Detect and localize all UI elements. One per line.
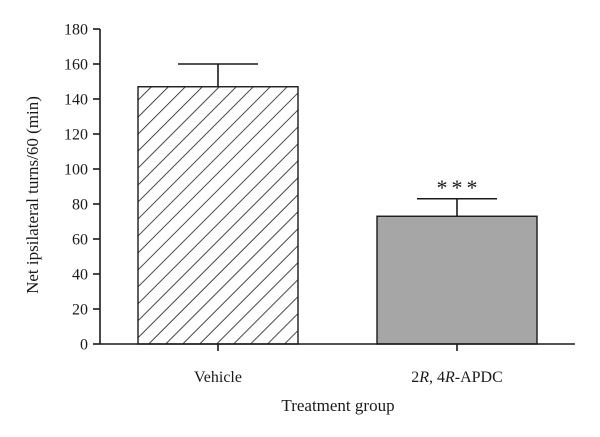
y-tick-label: 100 xyxy=(64,162,88,179)
y-tick-label: 80 xyxy=(72,197,88,214)
plot-area: *** 0 20 40 60 80 100 120 140 160 180 Vehicle 2R, 4R… xyxy=(64,22,575,386)
y-tick-label: 40 xyxy=(72,267,88,284)
y-tick-label: 20 xyxy=(72,302,88,319)
y-tick-label: 60 xyxy=(72,232,88,249)
x-tick-label: 2R, 4R-APDC xyxy=(411,369,503,386)
bar-2 xyxy=(376,215,538,345)
x-tick-label: Vehicle xyxy=(194,369,242,386)
y-tick-label: 160 xyxy=(64,57,88,74)
y-axis-title: Net ipsilateral turns/60 (min) xyxy=(23,96,42,294)
y-tick-label: 140 xyxy=(64,92,88,109)
bar-1 xyxy=(137,86,299,345)
x-axis-title: Treatment group xyxy=(281,396,394,415)
y-tick-label: 0 xyxy=(80,337,88,354)
y-tick-label: 180 xyxy=(64,22,88,39)
significance-label: *** xyxy=(437,175,482,200)
y-tick-label: 120 xyxy=(64,127,88,144)
